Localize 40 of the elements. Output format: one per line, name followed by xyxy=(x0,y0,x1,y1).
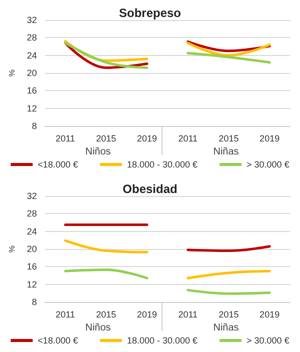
y-tick-label: 16 xyxy=(26,86,37,96)
chart-title: Sobrepeso xyxy=(118,6,182,20)
y-tick-label: 32 xyxy=(26,15,37,25)
text: Niñas xyxy=(213,146,239,158)
legend-label: 18.000 - 30.000 € xyxy=(126,160,198,170)
x-tick-label: 2011 xyxy=(178,310,198,320)
x-tick-label: 2011 xyxy=(56,310,76,320)
y-tick-label: 32 xyxy=(26,191,37,201)
text: Niñas xyxy=(213,322,239,334)
x-tick-label: 2019 xyxy=(260,134,280,144)
y-tick-label: 28 xyxy=(26,208,37,219)
x-tick-label: 2011 xyxy=(56,134,76,144)
x-tick-label: 2011 xyxy=(178,134,198,144)
x-tick-label: 2015 xyxy=(96,134,116,144)
x-tick-label: 2015 xyxy=(96,310,116,320)
y-tick-label: 12 xyxy=(26,103,37,114)
y-tick-label: 20 xyxy=(26,68,37,78)
y-axis-title: % xyxy=(8,245,16,253)
y-tick-label: 20 xyxy=(26,244,37,254)
y-tick-label: 8 xyxy=(32,297,37,307)
legend-label: 18.000 - 30.000 € xyxy=(126,336,198,346)
y-tick-label: 12 xyxy=(26,279,37,290)
text: Niños xyxy=(85,146,111,158)
legend-label: > 30.000 € xyxy=(246,160,290,170)
legend-label: > 30.000 € xyxy=(246,336,290,346)
text: Niños xyxy=(85,322,111,334)
x-tick-label: 2015 xyxy=(218,310,239,320)
y-tick-label: 8 xyxy=(32,121,37,131)
x-tick-label: 2019 xyxy=(137,134,158,144)
x-tick-label: 2015 xyxy=(218,134,239,144)
y-tick-label: 28 xyxy=(26,32,37,43)
chart-title: Obesidad xyxy=(122,182,178,196)
legend-label: <18.000 € xyxy=(38,160,78,170)
y-tick-label: 24 xyxy=(26,50,37,60)
y-tick-label: 16 xyxy=(26,262,37,272)
y-axis-title: % xyxy=(8,69,16,77)
x-tick-label: 2019 xyxy=(260,310,280,320)
x-tick-label: 2019 xyxy=(137,310,158,320)
legend-label: <18.000 € xyxy=(38,336,78,346)
y-tick-label: 24 xyxy=(26,226,37,236)
